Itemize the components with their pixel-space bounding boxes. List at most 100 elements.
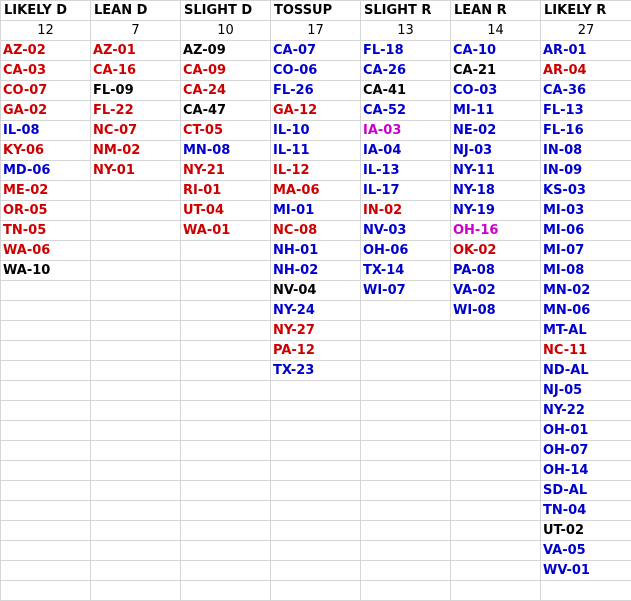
- seat-cell: NY-22: [540, 400, 631, 421]
- seat-cell: KS-03: [540, 180, 631, 201]
- empty-cell: [90, 380, 181, 401]
- empty-cell: [360, 580, 451, 601]
- table-row: NV-04 WI-07 VA-02 MN-02: [0, 280, 631, 301]
- seat-cell: NC-08: [270, 220, 361, 241]
- seat-cell: IA-04: [360, 140, 451, 161]
- seat-cell: MI-06: [540, 220, 631, 241]
- empty-cell: [450, 360, 541, 381]
- seat-cell: TX-23: [270, 360, 361, 381]
- seat-cell: CA-07: [270, 40, 361, 61]
- column-count-tossup: 17: [270, 20, 361, 41]
- column-count-likely-d: 12: [0, 20, 91, 41]
- empty-cell: [180, 520, 271, 541]
- empty-cell: [270, 520, 361, 541]
- empty-cell: [450, 440, 541, 461]
- seat-cell: CA-09: [180, 60, 271, 81]
- empty-cell: [540, 580, 631, 601]
- empty-cell: [360, 420, 451, 441]
- seat-cell: NY-18: [450, 180, 541, 201]
- column-count-lean-d: 7: [90, 20, 181, 41]
- seat-cell: IL-13: [360, 160, 451, 181]
- seat-cell: MI-01: [270, 200, 361, 221]
- seat-cell: NV-04: [270, 280, 361, 301]
- seat-cell: IN-08: [540, 140, 631, 161]
- empty-cell: [90, 540, 181, 561]
- empty-cell: [90, 440, 181, 461]
- empty-cell: [270, 580, 361, 601]
- empty-cell: [0, 500, 91, 521]
- empty-cell: [90, 180, 181, 201]
- table-row: OH-07: [0, 440, 631, 461]
- empty-cell: [180, 560, 271, 581]
- seat-cell: IA-03: [360, 120, 451, 141]
- seat-cell: NV-03: [360, 220, 451, 241]
- table-row: OH-14: [0, 460, 631, 481]
- seat-cell: FL-18: [360, 40, 451, 61]
- column-header-likely-r: LIKELY R: [540, 0, 631, 21]
- seat-cell: OR-05: [0, 200, 91, 221]
- seat-cell: NY-11: [450, 160, 541, 181]
- seat-cell: NY-21: [180, 160, 271, 181]
- empty-cell: [270, 500, 361, 521]
- empty-cell: [90, 520, 181, 541]
- seat-cell: MD-06: [0, 160, 91, 181]
- empty-cell: [90, 220, 181, 241]
- ratings-body: AZ-02 AZ-01 AZ-09 CA-07 FL-18 CA-10 AR-01 CA-03…: [0, 40, 631, 601]
- seat-cell: OH-14: [540, 460, 631, 481]
- seat-cell: IL-11: [270, 140, 361, 161]
- empty-cell: [270, 540, 361, 561]
- empty-cell: [90, 480, 181, 501]
- empty-cell: [360, 320, 451, 341]
- seat-cell: MI-08: [540, 260, 631, 281]
- table-row: SD-AL: [0, 480, 631, 501]
- empty-cell: [90, 500, 181, 521]
- seat-cell: MT-AL: [540, 320, 631, 341]
- seat-cell: WA-06: [0, 240, 91, 261]
- empty-cell: [270, 560, 361, 581]
- empty-cell: [450, 580, 541, 601]
- column-header-row: LIKELY D LEAN D SLIGHT D TOSSUP SLIGHT R…: [0, 0, 631, 21]
- empty-cell: [270, 420, 361, 441]
- column-header-lean-d: LEAN D: [90, 0, 181, 21]
- table-row: NY-27 MT-AL: [0, 320, 631, 341]
- seat-cell: CO-07: [0, 80, 91, 101]
- empty-cell: [360, 360, 451, 381]
- empty-cell: [90, 360, 181, 381]
- empty-cell: [360, 340, 451, 361]
- empty-cell: [0, 380, 91, 401]
- empty-cell: [90, 240, 181, 261]
- empty-cell: [0, 280, 91, 301]
- empty-cell: [270, 460, 361, 481]
- seat-cell: NJ-05: [540, 380, 631, 401]
- table-row: VA-05: [0, 540, 631, 561]
- table-row: AZ-02 AZ-01 AZ-09 CA-07 FL-18 CA-10 AR-01: [0, 40, 631, 61]
- empty-cell: [180, 480, 271, 501]
- seat-cell: UT-04: [180, 200, 271, 221]
- seat-cell: CA-26: [360, 60, 451, 81]
- table-row: NY-22: [0, 400, 631, 421]
- seat-cell: FL-26: [270, 80, 361, 101]
- column-count-lean-r: 14: [450, 20, 541, 41]
- empty-cell: [0, 580, 91, 601]
- column-count-likely-r: 27: [540, 20, 631, 41]
- column-header-slight-d: SLIGHT D: [180, 0, 271, 21]
- seat-cell: NC-07: [90, 120, 181, 141]
- empty-cell: [180, 400, 271, 421]
- empty-cell: [180, 260, 271, 281]
- column-count-slight-d: 10: [180, 20, 271, 41]
- table-row: PA-12 NC-11: [0, 340, 631, 361]
- seat-cell: CA-21: [450, 60, 541, 81]
- empty-cell: [0, 460, 91, 481]
- empty-cell: [180, 300, 271, 321]
- empty-cell: [0, 560, 91, 581]
- table-row: GA-02 FL-22 CA-47 GA-12 CA-52 MI-11 FL-13: [0, 100, 631, 121]
- seat-cell: AZ-01: [90, 40, 181, 61]
- seat-cell: TX-14: [360, 260, 451, 281]
- table-row: NY-24 WI-08 MN-06: [0, 300, 631, 321]
- empty-cell: [180, 360, 271, 381]
- seat-cell: RI-01: [180, 180, 271, 201]
- table-row: WA-06 NH-01 OH-06 OK-02 MI-07: [0, 240, 631, 261]
- empty-cell: [450, 560, 541, 581]
- seat-cell: PA-08: [450, 260, 541, 281]
- empty-cell: [90, 320, 181, 341]
